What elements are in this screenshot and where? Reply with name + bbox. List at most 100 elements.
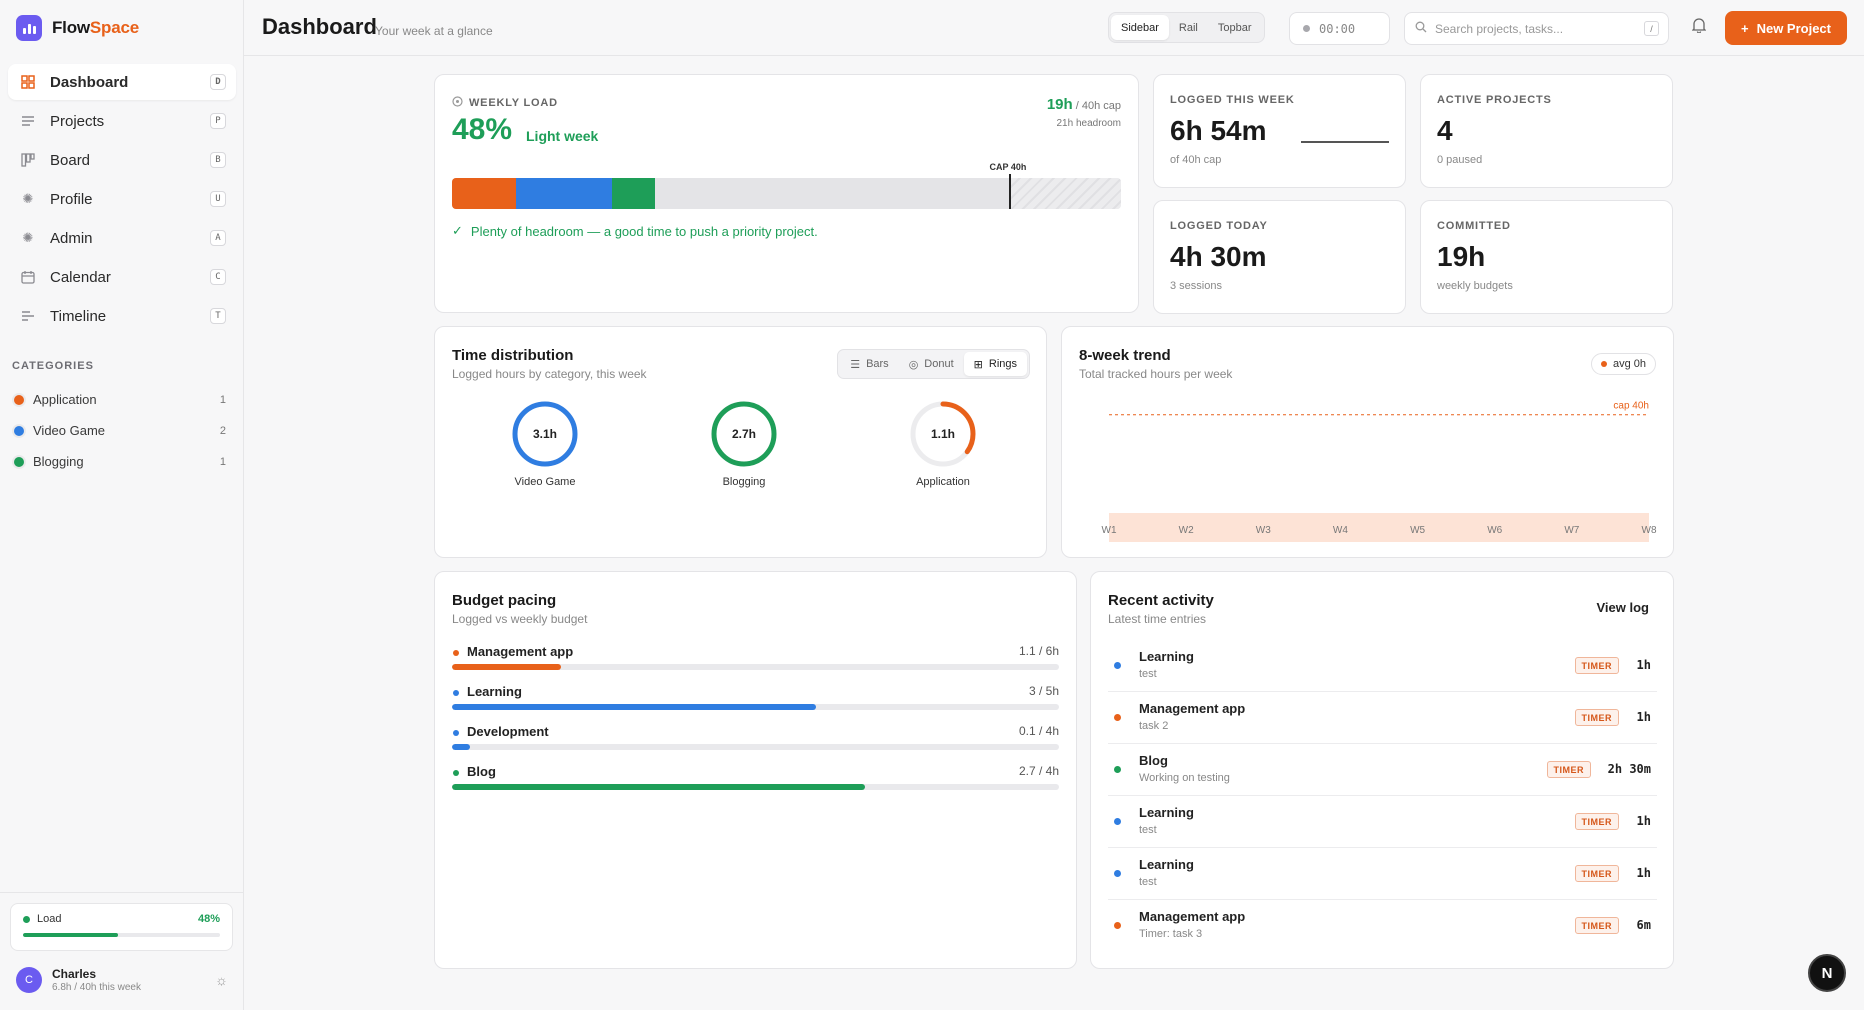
stat-value: 19h bbox=[1437, 241, 1486, 272]
sidebar: FlowSpace Dashboard D Projects P Board B… bbox=[0, 0, 244, 1010]
budget-row[interactable]: Learning 3 / 5h bbox=[452, 684, 1059, 724]
budget-color-dot bbox=[453, 770, 459, 776]
activity-project: Management app bbox=[1139, 701, 1246, 716]
weekly-load-headroom: 21h headroom bbox=[1056, 118, 1122, 129]
shortcut-key: T bbox=[210, 308, 226, 324]
activity-duration: 1h bbox=[1636, 658, 1651, 672]
sidebar-footer: Load 48% C Charles 6.8h / 40h this week … bbox=[0, 892, 243, 993]
sidebar-nav: Dashboard D Projects P Board B ✺ Profile… bbox=[8, 64, 236, 337]
time-distribution-card: Time distribution Logged hours by catego… bbox=[434, 326, 1047, 558]
budget-row[interactable]: Development 0.1 / 4h bbox=[452, 724, 1059, 764]
load-progress-track bbox=[23, 933, 220, 937]
timer-badge: TIMER bbox=[1574, 917, 1619, 934]
timer-badge: TIMER bbox=[1574, 709, 1619, 726]
ring-label: Application bbox=[916, 476, 970, 488]
ring-blogging[interactable]: 2.7h Blogging bbox=[689, 399, 799, 488]
shortcut-key: C bbox=[210, 269, 226, 285]
budget-row[interactable]: Blog 2.7 / 4h bbox=[452, 764, 1059, 804]
user-name: Charles bbox=[52, 967, 97, 981]
bell-icon[interactable] bbox=[1691, 17, 1707, 37]
list-icon bbox=[20, 113, 36, 129]
view-rings-button[interactable]: ⊞ Rings bbox=[963, 352, 1027, 376]
budget-track bbox=[452, 664, 1059, 670]
activity-task: test bbox=[1139, 824, 1157, 836]
shortcut-key: B bbox=[210, 152, 226, 168]
stat-sub: of 40h cap bbox=[1170, 154, 1222, 166]
sidebar-item-profile[interactable]: ✺ Profile U bbox=[8, 181, 236, 217]
sidebar-item-board[interactable]: Board B bbox=[8, 142, 236, 178]
view-donut-button[interactable]: ◎ Donut bbox=[908, 358, 954, 371]
ring-chart: 3.1h bbox=[512, 401, 578, 467]
sidebar-item-admin[interactable]: ✺ Admin A bbox=[8, 220, 236, 256]
budget-fill bbox=[452, 744, 471, 750]
activity-row[interactable]: Learning test TIMER 1h bbox=[1108, 796, 1657, 848]
category-item-application[interactable]: Application 1 bbox=[14, 384, 226, 415]
budget-project-name: Development bbox=[467, 724, 549, 739]
sidebar-item-timeline[interactable]: Timeline T bbox=[8, 298, 236, 334]
ring-value: 1.1h bbox=[931, 427, 955, 441]
view-log-button[interactable]: View log bbox=[1596, 600, 1650, 615]
activity-row[interactable]: Learning test TIMER 1h bbox=[1108, 640, 1657, 692]
shortcut-key: P bbox=[210, 113, 226, 129]
sidebar-item-projects[interactable]: Projects P bbox=[8, 103, 236, 139]
activity-row[interactable]: Management app task 2 TIMER 1h bbox=[1108, 692, 1657, 744]
user-profile[interactable]: C Charles 6.8h / 40h this week ☼ bbox=[16, 967, 228, 993]
brand[interactable]: FlowSpace bbox=[16, 15, 139, 41]
stat-value: 4h 30m bbox=[1170, 241, 1267, 272]
activity-row[interactable]: Management app Timer: task 3 TIMER 6m bbox=[1108, 900, 1657, 952]
stat-label: ACTIVE PROJECTS bbox=[1437, 94, 1552, 106]
search-icon bbox=[1415, 21, 1427, 36]
search-input[interactable]: Search projects, tasks... / bbox=[1404, 12, 1669, 45]
view-bars-button[interactable]: ☰ Bars bbox=[850, 358, 889, 371]
activity-color-dot bbox=[1114, 818, 1121, 825]
weekly-load-percent: 48% bbox=[452, 113, 513, 146]
new-project-button[interactable]: + New Project bbox=[1725, 11, 1847, 45]
budget-value: 1.1 / 6h bbox=[1018, 644, 1059, 658]
ring-label: Video Game bbox=[514, 476, 576, 488]
x-tick-label: W3 bbox=[1256, 525, 1271, 536]
weekly-load-state: Light week bbox=[526, 128, 599, 144]
floating-action-button[interactable]: N bbox=[1808, 954, 1846, 992]
ring-video-game[interactable]: 3.1h Video Game bbox=[490, 399, 600, 488]
timer-badge: TIMER bbox=[1546, 761, 1591, 778]
budget-row[interactable]: Management app 1.1 / 6h bbox=[452, 644, 1059, 684]
sidebar-item-calendar[interactable]: Calendar C bbox=[8, 259, 236, 295]
ring-application[interactable]: 1.1h Application bbox=[888, 399, 998, 488]
activity-duration: 1h bbox=[1636, 710, 1651, 724]
category-item-video-game[interactable]: Video Game 2 bbox=[14, 415, 226, 446]
category-name: Blogging bbox=[33, 454, 84, 469]
calendar-icon bbox=[20, 269, 36, 285]
card-subtitle: Logged hours by category, this week bbox=[452, 367, 647, 381]
theme-toggle-icon[interactable]: ☼ bbox=[215, 972, 228, 988]
weekly-load-note: ✓ Plenty of headroom — a good time to pu… bbox=[452, 223, 818, 239]
timer-status-dot bbox=[1303, 25, 1310, 32]
budget-track bbox=[452, 744, 1059, 750]
page-title: Dashboard bbox=[262, 14, 377, 39]
layout-option-rail[interactable]: Rail bbox=[1178, 21, 1198, 34]
load-status-dot bbox=[23, 915, 30, 923]
avg-dot bbox=[1600, 361, 1607, 367]
x-tick-label: W5 bbox=[1410, 525, 1425, 536]
ring-label: Blogging bbox=[722, 476, 766, 488]
sidebar-item-label: Admin bbox=[50, 229, 93, 247]
budget-value: 2.7 / 4h bbox=[1018, 764, 1059, 778]
dashboard-icon bbox=[20, 74, 36, 90]
bars-icon: ☰ bbox=[850, 358, 861, 371]
trend-chart: cap 40h W1 W2 W3 W4 W5 W6 W7 W8 bbox=[1102, 401, 1657, 542]
layout-option-topbar[interactable]: Topbar bbox=[1217, 21, 1252, 34]
category-count: 2 bbox=[219, 424, 226, 437]
layout-option-sidebar[interactable]: Sidebar bbox=[1111, 15, 1169, 40]
category-item-blogging[interactable]: Blogging 1 bbox=[14, 446, 226, 477]
sidebar-item-dashboard[interactable]: Dashboard D bbox=[8, 64, 236, 100]
weekly-load-card: WEEKLY LOAD 48% Light week 19h / 40h cap… bbox=[434, 74, 1139, 313]
brand-name: FlowSpace bbox=[52, 18, 140, 37]
card-subtitle: Latest time entries bbox=[1108, 612, 1207, 626]
timer-widget[interactable]: 00:00 bbox=[1289, 12, 1390, 45]
activity-color-dot bbox=[1114, 766, 1121, 773]
shortcut-key: D bbox=[210, 74, 226, 90]
new-project-label: New Project bbox=[1756, 20, 1831, 36]
activity-row[interactable]: Learning test TIMER 1h bbox=[1108, 848, 1657, 900]
gear-icon: ✺ bbox=[22, 191, 34, 206]
budget-project-name: Blog bbox=[467, 764, 496, 779]
activity-row[interactable]: Blog Working on testing TIMER 2h 30m bbox=[1108, 744, 1657, 796]
